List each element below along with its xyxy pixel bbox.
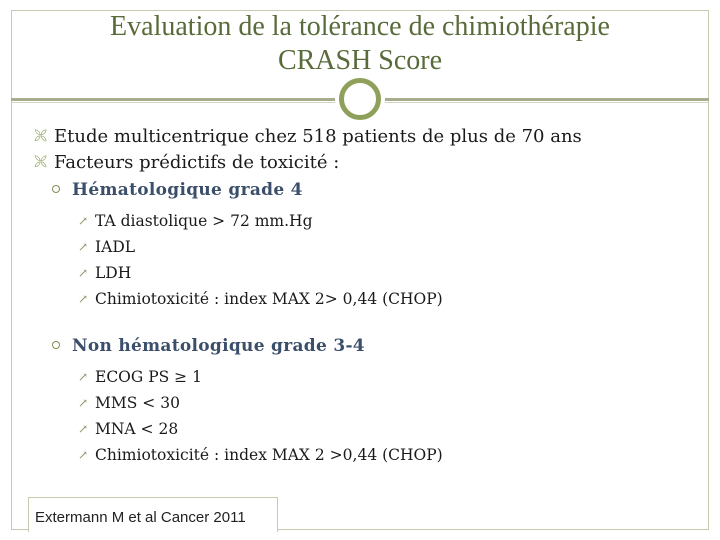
slide-title: Evaluation de la tolérance de chimiothér… — [110, 11, 610, 42]
group-heading-text: Hématologique grade 4 — [72, 180, 303, 200]
list-item-text: MMS < 30 — [95, 394, 180, 412]
bullet-text: Etude multicentrique chez 518 patients d… — [54, 126, 582, 147]
slide-frame — [11, 10, 709, 530]
slide-body: 🙪 Etude multicentrique chez 518 patients… — [34, 124, 704, 468]
list-item-text: MNA < 28 — [95, 420, 179, 438]
arrow-bullet-icon: ↗ — [78, 396, 89, 410]
arrow-bullet-icon: ↗ — [78, 292, 89, 306]
list-item-text: Chimiotoxicité : index MAX 2 >0,44 (CHOP… — [95, 446, 443, 464]
list-item-text: Chimiotoxicité : index MAX 2> 0,44 (CHOP… — [95, 290, 443, 308]
ring-ornament-icon — [339, 78, 381, 120]
list-item: ↗ Chimiotoxicité : index MAX 2 >0,44 (CH… — [34, 442, 704, 468]
title-area: Evaluation de la tolérance de chimiothér… — [11, 10, 709, 100]
bullet-icon: 🙪 — [34, 129, 48, 144]
ring-bullet-icon — [52, 185, 60, 193]
list-item-text: ECOG PS ≥ 1 — [95, 368, 202, 386]
arrow-bullet-icon: ↗ — [78, 266, 89, 280]
slide-subtitle: CRASH Score — [277, 45, 443, 76]
arrow-bullet-icon: ↗ — [78, 448, 89, 462]
group-heading-text: Non hématologique grade 3-4 — [72, 336, 365, 356]
bullet-text: Facteurs prédictifs de toxicité : — [54, 152, 340, 173]
ring-bullet-icon — [52, 341, 60, 349]
list-item: ↗ IADL — [34, 234, 704, 260]
arrow-bullet-icon: ↗ — [78, 370, 89, 384]
bullet-factors: 🙪 Facteurs prédictifs de toxicité : — [34, 150, 704, 176]
bullet-study: 🙪 Etude multicentrique chez 518 patients… — [34, 124, 704, 150]
list-item-text: IADL — [95, 238, 136, 256]
arrow-bullet-icon: ↗ — [78, 422, 89, 436]
list-item: ↗ ECOG PS ≥ 1 — [34, 364, 704, 390]
list-item: ↗ Chimiotoxicité : index MAX 2> 0,44 (CH… — [34, 286, 704, 312]
list-item: ↗ LDH — [34, 260, 704, 286]
citation-box: Extermann M et al Cancer 2011 — [28, 497, 278, 532]
list-item: ↗ MMS < 30 — [34, 390, 704, 416]
bullet-icon: 🙪 — [34, 155, 48, 170]
list-item-text: TA diastolique > 72 mm.Hg — [95, 212, 313, 230]
list-item: ↗ TA diastolique > 72 mm.Hg — [34, 208, 704, 234]
list-item-text: LDH — [95, 264, 132, 282]
list-item: ↗ MNA < 28 — [34, 416, 704, 442]
arrow-bullet-icon: ↗ — [78, 214, 89, 228]
group-heading-non-hematologic: Non hématologique grade 3-4 — [34, 334, 704, 358]
arrow-bullet-icon: ↗ — [78, 240, 89, 254]
citation-text: Extermann M et al Cancer 2011 — [35, 509, 246, 526]
group-heading-hematologic: Hématologique grade 4 — [34, 178, 704, 202]
